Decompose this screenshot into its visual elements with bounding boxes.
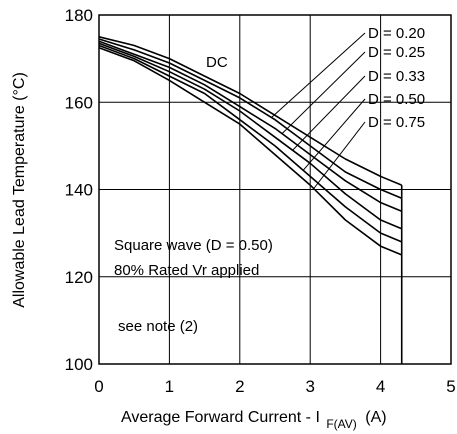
duty-label-1: D = 0.20: [368, 25, 425, 42]
leader-line-4: [302, 98, 366, 171]
square-wave-annotation: Square wave (D = 0.50): [114, 237, 273, 254]
plot-frame: [98, 14, 452, 365]
x-tick-label-3: 3: [305, 377, 314, 396]
duty-label-3: D = 0.33: [368, 68, 425, 85]
duty-cycle-labels: D = 0.20 D = 0.25 D = 0.33 D = 0.50 D = 0.75: [368, 25, 425, 131]
y-tick-label-180: 180: [65, 6, 93, 25]
x-axis-title-unit: (A): [365, 409, 386, 426]
series-line-d-0-33: [98, 42, 403, 230]
series-line-d-0-75: [98, 46, 403, 256]
x-tick-label-4: 4: [376, 377, 385, 396]
dc-label: DC: [206, 54, 228, 71]
x-axis-title-main: Average Forward Current - I: [121, 409, 320, 426]
x-axis-title: Average Forward Current - I F(AV) (A): [121, 409, 387, 432]
curves: [98, 36, 403, 364]
duty-label-4: D = 0.50: [368, 91, 425, 108]
leader-line-5: [313, 121, 366, 189]
duty-label-2: D = 0.25: [368, 44, 425, 61]
x-tick-label-2: 2: [235, 377, 244, 396]
x-axis-title-sub: F(AV): [326, 417, 356, 431]
series-line-dc: [98, 36, 403, 186]
series-line-d-0-20: [98, 38, 403, 199]
series-line-d-0-25: [98, 40, 403, 213]
leader-line-1: [271, 32, 366, 118]
duty-label-5: D = 0.75: [368, 114, 425, 131]
note-annotation: see note (2): [118, 318, 198, 335]
y-tick-label-140: 140: [65, 181, 93, 200]
label-leader-lines: [271, 32, 366, 189]
series-line-d-0-50: [98, 44, 403, 243]
x-tick-label-5: 5: [446, 377, 455, 396]
x-tick-labels: 0 1 2 3 4 5: [94, 377, 455, 396]
leader-line-3: [292, 75, 366, 151]
x-tick-label-1: 1: [165, 377, 174, 396]
y-tick-label-160: 160: [65, 93, 93, 112]
rated-vr-annotation: 80% Rated Vr applied: [114, 262, 259, 279]
y-tick-labels: 100 120 140 160 180: [65, 6, 93, 374]
y-tick-label-120: 120: [65, 268, 93, 287]
y-axis-title: Allowable Lead Temperature (°C): [11, 72, 28, 308]
y-tick-label-100: 100: [65, 355, 93, 374]
x-tick-label-0: 0: [94, 377, 103, 396]
grid: [99, 15, 451, 364]
leader-line-2: [281, 51, 366, 135]
